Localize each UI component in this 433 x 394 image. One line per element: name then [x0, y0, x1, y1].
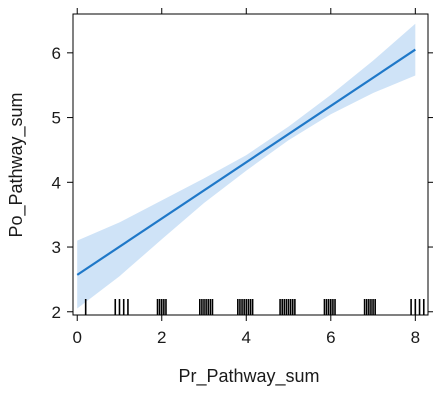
y-tick-label: 5 [52, 109, 61, 128]
fit-line [76, 48, 416, 276]
right-axis-ticks [428, 52, 433, 313]
rug-layer [84, 299, 425, 315]
fit-line-layer [76, 48, 416, 276]
y-axis-title: Po_Pathway_sum [6, 92, 27, 237]
plot-frame [72, 13, 429, 316]
x-tick-label: 4 [242, 328, 251, 347]
y-tick-label: 3 [52, 238, 61, 257]
x-axis: 0 2 4 6 8 [72, 315, 420, 347]
x-tick-label: 2 [157, 328, 166, 347]
top-axis-ticks [76, 8, 416, 14]
y-tick-label: 4 [52, 173, 61, 192]
x-tick-label: 0 [72, 328, 81, 347]
x-axis-title: Pr_Pathway_sum [178, 366, 319, 387]
x-tick-label: 8 [411, 328, 420, 347]
confidence-band-layer [77, 23, 416, 309]
x-tick-label: 6 [326, 328, 335, 347]
y-tick-label: 2 [52, 303, 61, 322]
y-tick-label: 6 [52, 44, 61, 63]
y-axis: 2 3 4 5 6 [52, 44, 73, 322]
confidence-band [77, 23, 416, 309]
